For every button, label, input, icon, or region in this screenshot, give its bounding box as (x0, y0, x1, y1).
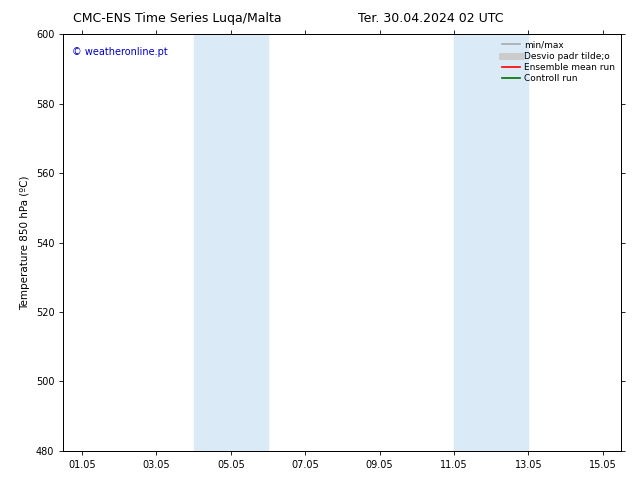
Bar (454, 34, 528, 451)
Text: Ter. 30.04.2024 02 UTC: Ter. 30.04.2024 02 UTC (358, 12, 504, 25)
Text: © weatheronline.pt: © weatheronline.pt (72, 47, 167, 57)
Text: CMC-ENS Time Series Luqa/Malta: CMC-ENS Time Series Luqa/Malta (73, 12, 282, 25)
Bar (193, 34, 268, 451)
Legend: min/max, Desvio padr tilde;o, Ensemble mean run, Controll run: min/max, Desvio padr tilde;o, Ensemble m… (500, 39, 617, 85)
Y-axis label: Temperature 850 hPa (ºC): Temperature 850 hPa (ºC) (20, 175, 30, 310)
